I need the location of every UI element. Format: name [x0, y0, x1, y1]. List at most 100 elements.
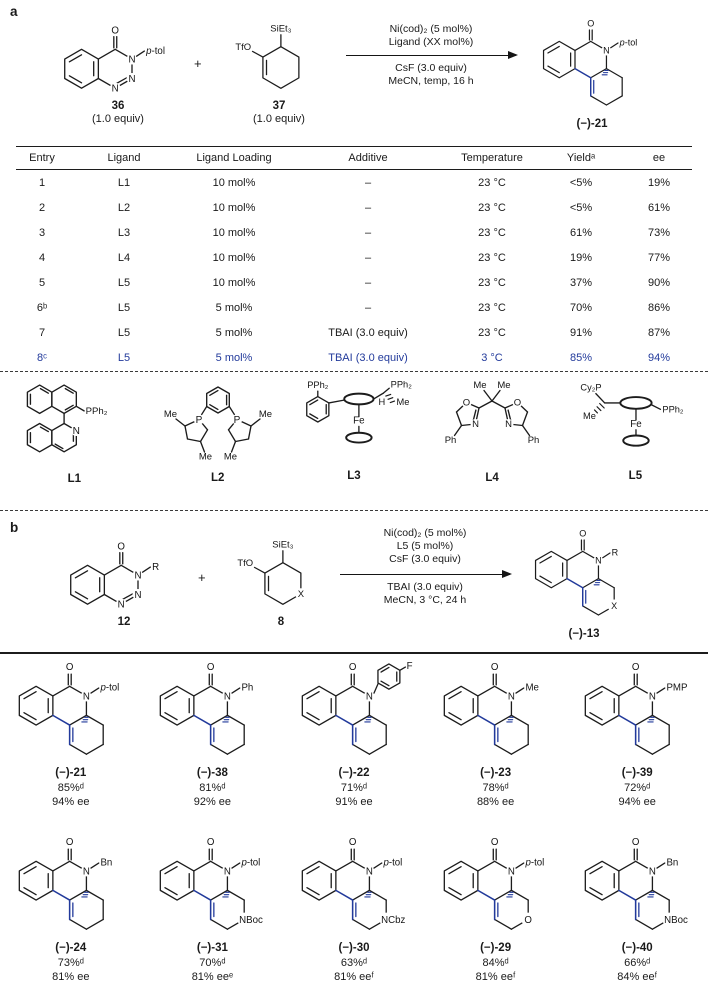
- svg-text:O: O: [524, 915, 532, 926]
- panel-b-tag: b: [10, 520, 19, 535]
- cell-ligand: L5: [117, 276, 131, 289]
- l3-pph2-left-label: PPh₂: [307, 380, 329, 390]
- ligand-l3-id: L3: [347, 470, 361, 482]
- svg-text:N: N: [366, 691, 373, 702]
- reaction-arrow: [340, 569, 512, 578]
- svg-text:N: N: [83, 866, 90, 877]
- cell-additive: –: [364, 251, 372, 264]
- cell-additive: –: [364, 226, 372, 239]
- l4-n2-label: N: [505, 419, 512, 430]
- conditions-below-arrow: TBAI (3.0 equiv) MeCN, 3 °C, 24 h: [340, 581, 510, 607]
- product-yield: 85%ᵈ: [57, 782, 84, 794]
- cell-loading: 5 mol%: [215, 351, 253, 364]
- svg-text:O: O: [490, 837, 498, 848]
- reactant-8-caption: 8: [228, 616, 334, 629]
- l2-me-bottomright-label: Me: [224, 452, 237, 463]
- cell-additive: TBAI (3.0 equiv): [328, 326, 408, 339]
- product-yield: 78%ᵈ: [482, 782, 509, 794]
- svg-text:p-tol: p-tol: [99, 683, 119, 694]
- cell-temperature: 3 °C: [481, 351, 503, 364]
- cell-temperature: 23 °C: [478, 276, 506, 289]
- header-yield: Yieldᵃ: [566, 152, 596, 164]
- svg-text:O: O: [490, 662, 498, 673]
- product-yield: 84%ᵈ: [482, 957, 509, 969]
- cell-yield: 61%: [569, 226, 593, 239]
- screening-table: Entry Ligand Ligand Loading Additive Tem…: [16, 146, 692, 370]
- l4-ph1-label: Ph: [445, 435, 457, 446]
- svg-text:R: R: [612, 548, 619, 558]
- product-card: O N F (−)-22 71%ᵈ 91% ee: [283, 657, 425, 809]
- header-entry: Entry: [29, 152, 55, 164]
- product-yield: 66%ᵈ: [624, 957, 651, 969]
- product-id: (−)-22: [338, 767, 370, 779]
- condition-line: Ni(cod)₂ (5 mol%): [383, 527, 467, 539]
- cell-ee: 61%: [647, 201, 671, 214]
- plus-sign: +: [198, 570, 206, 585]
- svg-text:X: X: [298, 589, 305, 600]
- conditions-below-arrow: CsF (3.0 equiv) MeCN, temp, 16 h: [346, 62, 516, 88]
- svg-text:N: N: [366, 866, 373, 877]
- svg-text:O: O: [111, 26, 119, 37]
- reactant-37-caption: 37 (1.0 equiv): [226, 100, 332, 126]
- product-ee: 94% ee: [52, 796, 90, 808]
- product-structure: O N PMP: [573, 657, 701, 766]
- svg-text:p-tol: p-tol: [145, 46, 165, 57]
- svg-text:N: N: [508, 691, 515, 702]
- l1-pph2-label: PPh₂: [86, 406, 108, 417]
- condition-line: CsF (3.0 equiv): [395, 62, 467, 74]
- product-id: (−)-30: [338, 942, 370, 954]
- cell-ee: 90%: [647, 276, 671, 289]
- svg-text:F: F: [407, 661, 413, 672]
- svg-text:PMP: PMP: [667, 683, 688, 694]
- reactant-8-structure: SiEt₃ TfO X: [228, 538, 334, 610]
- cell-entry: 4: [38, 251, 46, 264]
- svg-text:N: N: [118, 600, 125, 611]
- ligand-l4-structure: Me Me O N Ph O N Ph: [445, 380, 540, 446]
- cell-yield: <5%: [569, 201, 593, 214]
- reactant-37-structure: SiEt₃ TfO: [226, 22, 332, 94]
- ligand-l1-structure: PPh₂ N: [27, 384, 108, 453]
- svg-text:O: O: [587, 18, 594, 28]
- product-yield: 63%ᵈ: [340, 957, 368, 969]
- svg-text:N: N: [112, 84, 119, 95]
- svg-text:TfO: TfO: [235, 42, 251, 53]
- svg-text:N: N: [83, 691, 90, 702]
- cell-ligand: L1: [117, 176, 131, 189]
- condition-line: Ligand (XX mol%): [388, 36, 474, 48]
- product-ee: 81% eeᶠ: [334, 971, 374, 983]
- cell-ee: 77%: [647, 251, 671, 264]
- l4-ph2-label: Ph: [528, 435, 540, 446]
- svg-text:Bn: Bn: [667, 858, 679, 869]
- l3-me-label: Me: [397, 397, 410, 407]
- l2-me-topright-label: Me: [259, 409, 272, 420]
- ligand-l2: P Me Me P Me Me L2: [149, 377, 287, 485]
- cell-yield: <5%: [569, 176, 593, 189]
- l5-fe-label: Fe: [631, 419, 642, 430]
- table-row-4: 4 L4 10 mol% – 23 °C 19% 77%: [16, 245, 692, 270]
- cell-entry: 5: [38, 276, 46, 289]
- ligand-l4-id: L4: [485, 472, 499, 484]
- cell-loading: 10 mol%: [212, 226, 256, 239]
- ligand-l4: Me Me O N Ph O N Ph: [421, 377, 563, 485]
- cell-temperature: 23 °C: [478, 201, 506, 214]
- svg-text:SiEt₃: SiEt₃: [272, 540, 293, 551]
- cell-entry: 6ᵇ: [36, 301, 48, 314]
- l1-n-label: N: [73, 426, 80, 437]
- cell-temperature: 23 °C: [478, 226, 506, 239]
- svg-text:Me: Me: [525, 683, 538, 694]
- product-21-id: (−)-21: [576, 118, 608, 130]
- compound-36-equiv: (1.0 equiv): [92, 113, 144, 125]
- svg-text:NBoc: NBoc: [240, 915, 264, 926]
- cell-ligand: L3: [117, 226, 131, 239]
- cell-entry: 3: [38, 226, 46, 239]
- cell-ee: 87%: [647, 326, 671, 339]
- svg-text:N: N: [128, 54, 135, 65]
- cell-yield: 85%: [569, 351, 593, 364]
- table-row-3: 3 L3 10 mol% – 23 °C 61% 73%: [16, 220, 692, 245]
- svg-text:O: O: [579, 528, 586, 538]
